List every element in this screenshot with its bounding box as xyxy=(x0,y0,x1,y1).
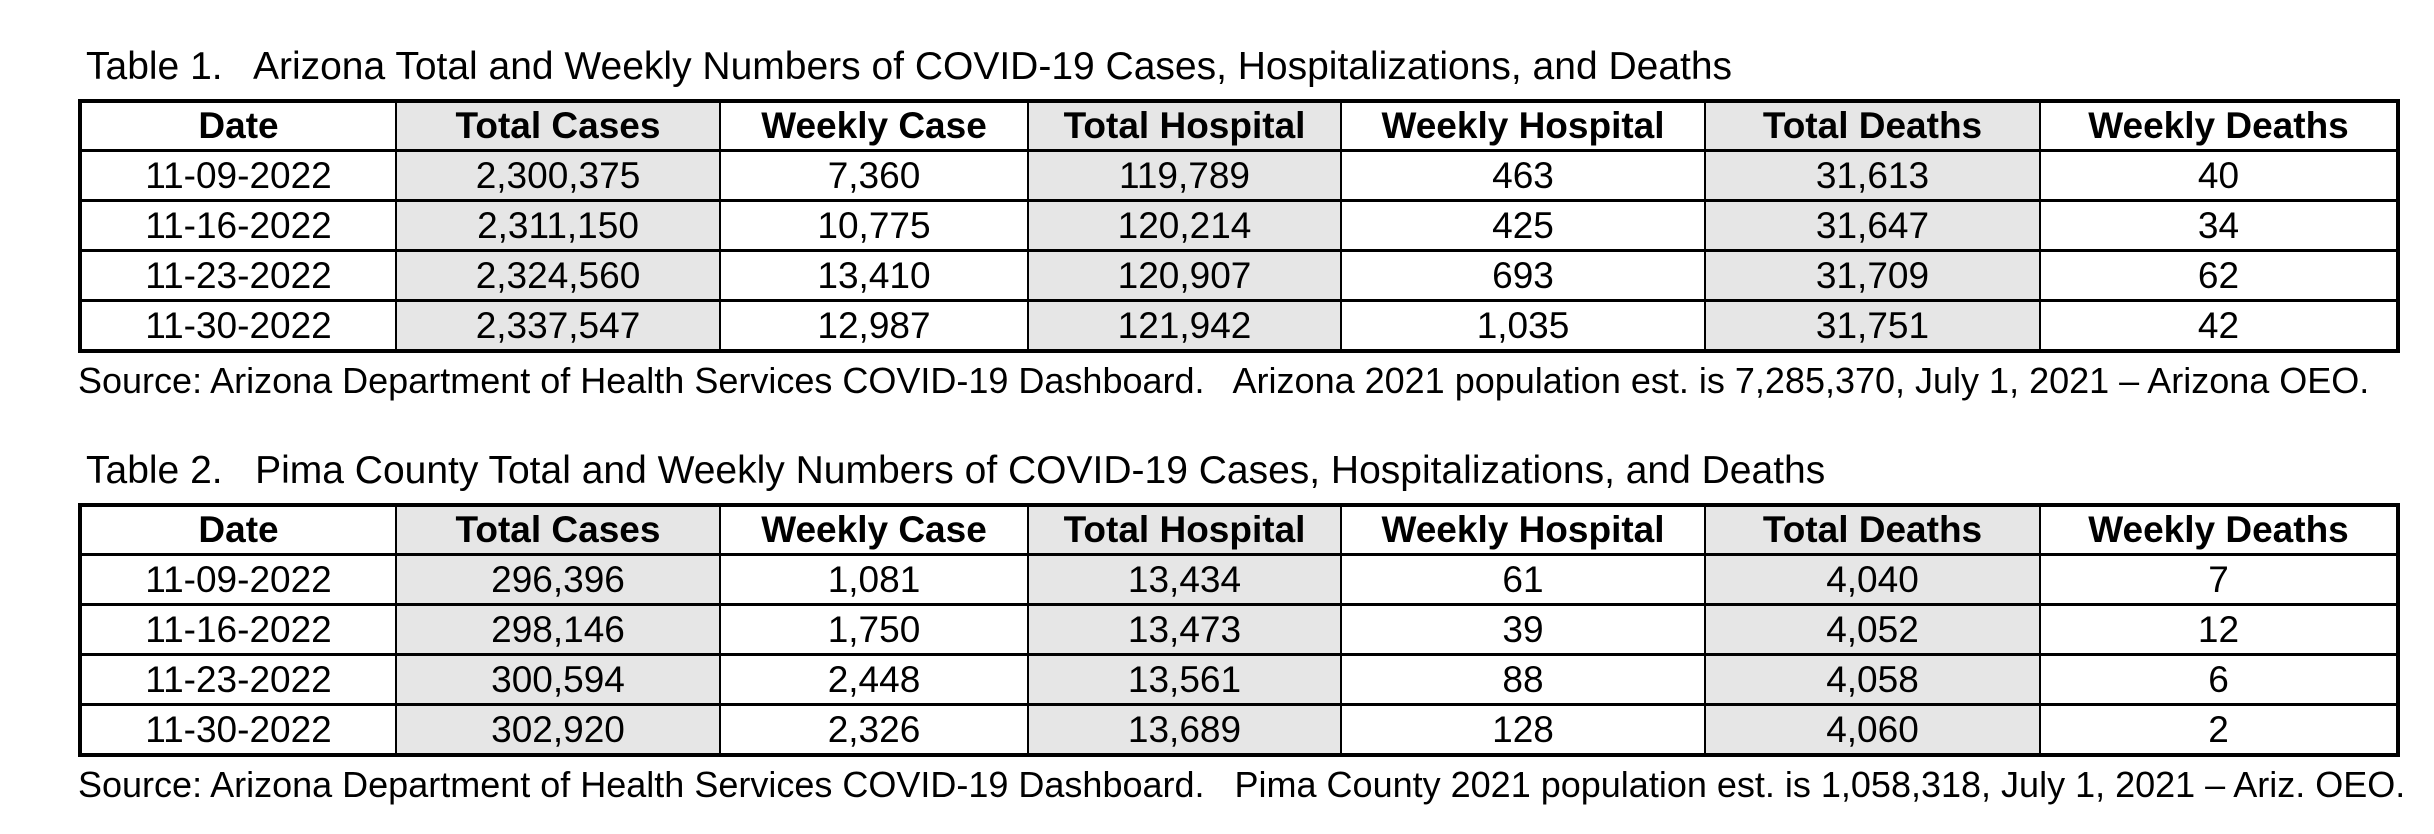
table-cell: 31,751 xyxy=(1704,299,2041,353)
table-cell: 11-09-2022 xyxy=(79,149,397,202)
column-header-weekly-case: Weekly Case xyxy=(719,503,1029,556)
table1: Date Total Cases Weekly Case Total Hospi… xyxy=(78,99,2400,353)
table-cell: 300,594 xyxy=(395,653,721,706)
table-row: 11-09-2022 2,300,375 7,360 119,789 463 3… xyxy=(79,149,2399,202)
table-cell: 1,081 xyxy=(719,553,1029,606)
table-cell: 13,410 xyxy=(719,249,1029,302)
table-cell: 11-23-2022 xyxy=(79,653,397,706)
table-cell: 11-30-2022 xyxy=(79,703,397,757)
table-cell: 6 xyxy=(2039,653,2399,706)
table-row: 11-23-2022 300,594 2,448 13,561 88 4,058… xyxy=(79,653,2399,706)
table-cell: 13,434 xyxy=(1027,553,1342,606)
table-cell: 31,613 xyxy=(1704,149,2041,202)
table-cell: 1,035 xyxy=(1340,299,1706,353)
table-cell: 2,448 xyxy=(719,653,1029,706)
column-header-weekly-hospital: Weekly Hospital xyxy=(1340,99,1706,152)
table-cell: 2,326 xyxy=(719,703,1029,757)
table-cell: 2,311,150 xyxy=(395,199,721,252)
table-cell: 1,750 xyxy=(719,603,1029,656)
table-row: 11-23-2022 2,324,560 13,410 120,907 693 … xyxy=(79,249,2399,302)
table-cell: 298,146 xyxy=(395,603,721,656)
table2: Date Total Cases Weekly Case Total Hospi… xyxy=(78,503,2400,757)
table-row: 11-16-2022 2,311,150 10,775 120,214 425 … xyxy=(79,199,2399,252)
table-cell: 39 xyxy=(1340,603,1706,656)
table2-source-note: Source: Arizona Department of Health Ser… xyxy=(78,764,2406,805)
table-cell: 120,907 xyxy=(1027,249,1342,302)
table-cell: 11-23-2022 xyxy=(79,249,397,302)
table-cell: 4,058 xyxy=(1704,653,2041,706)
table2-section: Table 2. Pima County Total and Weekly Nu… xyxy=(78,448,2434,806)
table-cell: 31,709 xyxy=(1704,249,2041,302)
table2-title: Table 2. Pima County Total and Weekly Nu… xyxy=(86,449,1826,492)
table-cell: 2,300,375 xyxy=(395,149,721,202)
table-cell: 13,561 xyxy=(1027,653,1342,706)
column-header-weekly-hospital: Weekly Hospital xyxy=(1340,503,1706,556)
table-cell: 121,942 xyxy=(1027,299,1342,353)
table-cell: 12 xyxy=(2039,603,2399,656)
column-header-total-cases: Total Cases xyxy=(395,503,721,556)
table-cell: 296,396 xyxy=(395,553,721,606)
table-cell: 425 xyxy=(1340,199,1706,252)
column-header-weekly-deaths: Weekly Deaths xyxy=(2039,503,2399,556)
table-cell: 2,337,547 xyxy=(395,299,721,353)
table-cell: 10,775 xyxy=(719,199,1029,252)
table-cell: 2,324,560 xyxy=(395,249,721,302)
table-cell: 11-30-2022 xyxy=(79,299,397,353)
column-header-total-deaths: Total Deaths xyxy=(1704,99,2041,152)
table-cell: 11-09-2022 xyxy=(79,553,397,606)
table-cell: 119,789 xyxy=(1027,149,1342,202)
column-header-date: Date xyxy=(79,503,397,556)
column-header-total-hospital: Total Hospital xyxy=(1027,99,1342,152)
table-cell: 12,987 xyxy=(719,299,1029,353)
table-row: 11-16-2022 298,146 1,750 13,473 39 4,052… xyxy=(79,603,2399,656)
table-cell: 61 xyxy=(1340,553,1706,606)
table-cell: 463 xyxy=(1340,149,1706,202)
table-cell: 4,060 xyxy=(1704,703,2041,757)
table-cell: 13,689 xyxy=(1027,703,1342,757)
table-cell: 62 xyxy=(2039,249,2399,302)
table-cell: 693 xyxy=(1340,249,1706,302)
column-header-total-cases: Total Cases xyxy=(395,99,721,152)
table-cell: 88 xyxy=(1340,653,1706,706)
table-cell: 4,040 xyxy=(1704,553,2041,606)
table-cell: 31,647 xyxy=(1704,199,2041,252)
table1-section: Table 1. Arizona Total and Weekly Number… xyxy=(78,44,2434,402)
table-cell: 2 xyxy=(2039,703,2399,757)
table-cell: 42 xyxy=(2039,299,2399,353)
table1-source-note: Source: Arizona Department of Health Ser… xyxy=(78,360,2370,401)
table-row: 11-30-2022 2,337,547 12,987 121,942 1,03… xyxy=(79,299,2399,353)
table-cell: 40 xyxy=(2039,149,2399,202)
table1-header-row: Date Total Cases Weekly Case Total Hospi… xyxy=(79,99,2399,152)
table-cell: 11-16-2022 xyxy=(79,199,397,252)
table2-header-row: Date Total Cases Weekly Case Total Hospi… xyxy=(79,503,2399,556)
table-cell: 7 xyxy=(2039,553,2399,606)
table-cell: 34 xyxy=(2039,199,2399,252)
table-cell: 13,473 xyxy=(1027,603,1342,656)
table-cell: 120,214 xyxy=(1027,199,1342,252)
column-header-date: Date xyxy=(79,99,397,152)
column-header-total-deaths: Total Deaths xyxy=(1704,503,2041,556)
table-cell: 11-16-2022 xyxy=(79,603,397,656)
table-row: 11-30-2022 302,920 2,326 13,689 128 4,06… xyxy=(79,703,2399,757)
column-header-weekly-case: Weekly Case xyxy=(719,99,1029,152)
table1-title: Table 1. Arizona Total and Weekly Number… xyxy=(86,45,1733,88)
column-header-weekly-deaths: Weekly Deaths xyxy=(2039,99,2399,152)
table-cell: 7,360 xyxy=(719,149,1029,202)
table-cell: 128 xyxy=(1340,703,1706,757)
table-row: 11-09-2022 296,396 1,081 13,434 61 4,040… xyxy=(79,553,2399,606)
table-cell: 302,920 xyxy=(395,703,721,757)
table-cell: 4,052 xyxy=(1704,603,2041,656)
column-header-total-hospital: Total Hospital xyxy=(1027,503,1342,556)
